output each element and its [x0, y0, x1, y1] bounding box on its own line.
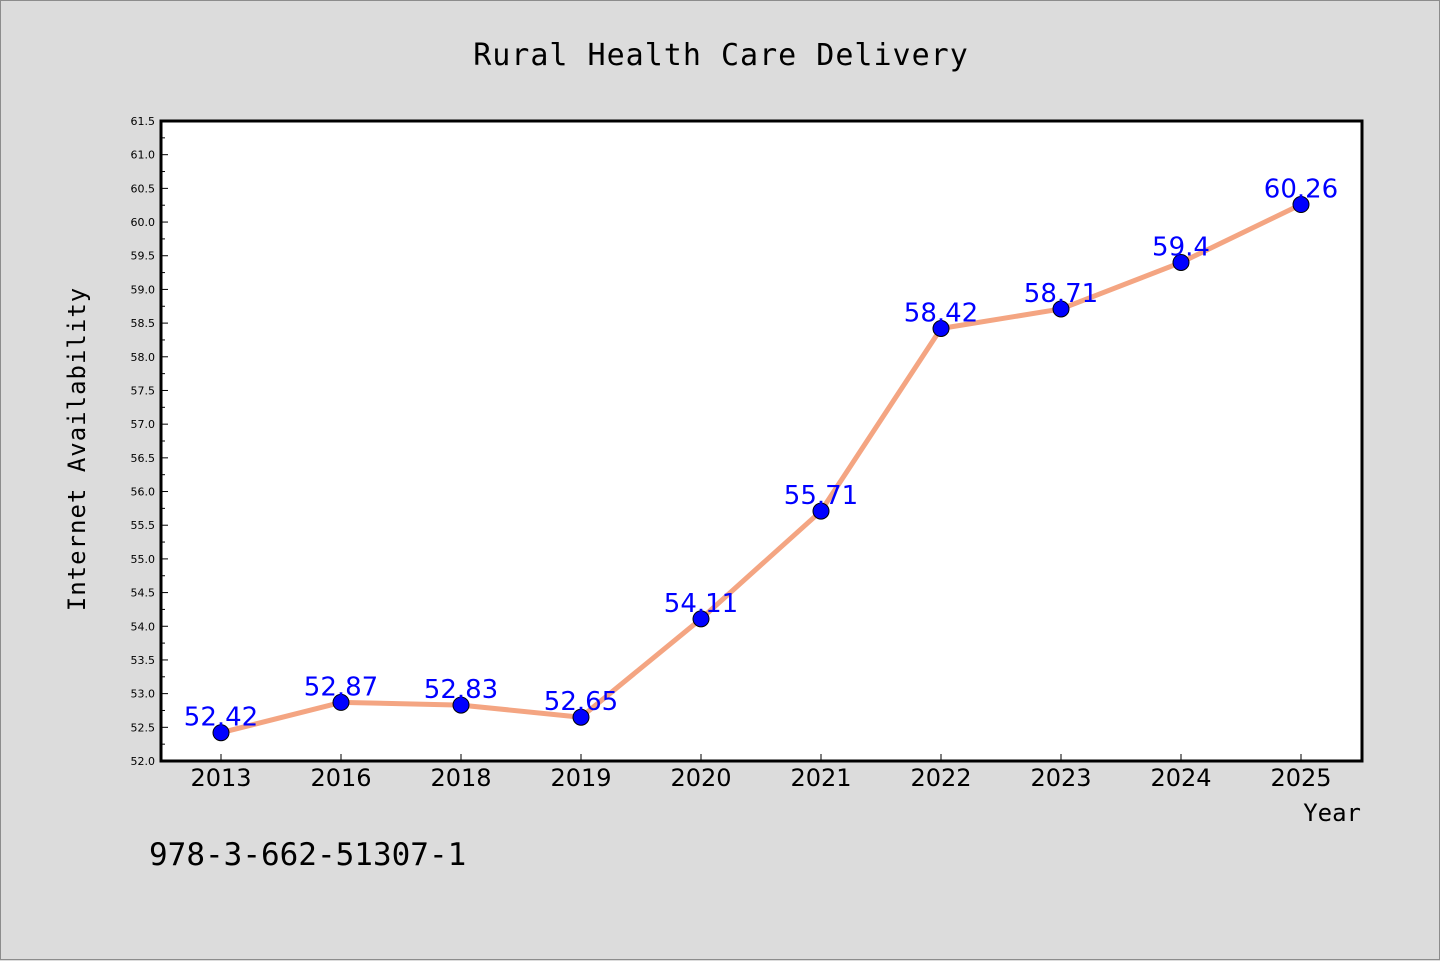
- y-tick-label: 55.5: [131, 519, 156, 532]
- y-tick-label: 60.0: [131, 216, 156, 229]
- y-axis-label: Internet Availability: [63, 287, 91, 611]
- data-point: [332, 693, 350, 711]
- x-tick-label: 2013: [190, 764, 251, 792]
- data-label: 55.71: [784, 481, 858, 511]
- data-point: [932, 319, 950, 337]
- x-tick-label: 2024: [1150, 764, 1211, 792]
- plot-area: [159, 119, 1364, 763]
- y-tick-label: 53.5: [131, 654, 156, 667]
- x-tick-label: 2018: [430, 764, 491, 792]
- x-tick-label: 2023: [1030, 764, 1091, 792]
- y-tick-label: 52.5: [131, 721, 156, 734]
- series-line-group: [212, 196, 1310, 742]
- data-label-group: 52.42 52.87 52.83 52.65 54.11 55.71 58.42 58.71…: [184, 175, 1338, 733]
- y-tick-label: 56.0: [131, 486, 156, 499]
- data-point: [692, 610, 710, 628]
- y-tick-label: 54.0: [131, 620, 156, 633]
- footer-isbn: 978-3-662-51307-1: [149, 837, 466, 873]
- y-tick-label: 57.5: [131, 384, 156, 397]
- y-tick-label: 60.5: [131, 182, 156, 195]
- data-label: 54.11: [664, 589, 738, 619]
- y-tick-label: 61.0: [131, 149, 156, 162]
- x-tick-label: 2019: [550, 764, 611, 792]
- data-point: [212, 724, 230, 742]
- y-tick-label: 54.5: [131, 587, 156, 600]
- y-axis: 52.0 52.5 53.0 53.5 54.0 54.5 55.0 55.5 56.0 56.5…: [131, 115, 168, 768]
- y-tick-label: 61.5: [131, 115, 156, 128]
- y-tick-label: 57.0: [131, 418, 156, 431]
- series-line: [218, 202, 1304, 736]
- y-tick-label: 53.0: [131, 688, 156, 701]
- x-axis-label: Year: [1303, 799, 1361, 827]
- data-point: [572, 708, 590, 726]
- data-point: [452, 696, 470, 714]
- x-tick-label: 2016: [310, 764, 371, 792]
- data-label: 52.87: [304, 672, 378, 702]
- y-tick-label: 59.5: [131, 250, 156, 263]
- x-tick-label: 2021: [790, 764, 851, 792]
- data-point: [1292, 196, 1310, 214]
- y-tick-label: 59.0: [131, 283, 156, 296]
- data-label: 58.71: [1024, 279, 1098, 309]
- y-tick-label: 52.0: [131, 755, 156, 768]
- data-label: 60.26: [1264, 175, 1338, 205]
- y-tick-label: 55.0: [131, 553, 156, 566]
- data-label: 52.83: [424, 675, 498, 705]
- data-point: [1172, 253, 1190, 271]
- data-point: [1052, 300, 1070, 318]
- x-axis: 2013 2016 2018 2019 2020 2021 2022 2023 2024 2025: [190, 754, 1332, 792]
- x-tick-label: 2025: [1270, 764, 1331, 792]
- data-label: 52.65: [544, 687, 618, 717]
- data-label: 59.4: [1152, 232, 1210, 262]
- chart-title: Rural Health Care Delivery: [473, 38, 969, 73]
- x-tick-label: 2020: [670, 764, 731, 792]
- data-label: 58.42: [904, 298, 978, 328]
- data-label: 52.42: [184, 703, 258, 733]
- y-tick-label: 58.0: [131, 351, 156, 364]
- y-tick-label: 58.5: [131, 317, 156, 330]
- data-point: [812, 502, 830, 520]
- x-tick-label: 2022: [910, 764, 971, 792]
- y-tick-label: 56.5: [131, 452, 156, 465]
